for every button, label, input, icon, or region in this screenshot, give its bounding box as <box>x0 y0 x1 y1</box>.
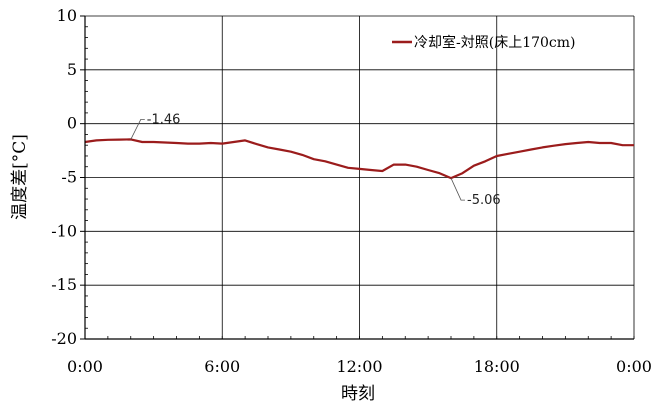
annotation-leader <box>450 177 465 201</box>
y-axis-title: 温度差[°C] <box>10 134 30 220</box>
x-tick-label: 18:00 <box>474 357 520 376</box>
x-tick-label: 6:00 <box>204 357 240 376</box>
tick-labels: 10 5 0 -5 -10 -15 -20 0:00 6:00 12:00 18:00 0:00 <box>51 6 652 376</box>
legend-label: 冷却室-対照(床上170cm) <box>414 34 576 51</box>
y-tick-label: 5 <box>67 60 77 79</box>
y-tick-label: 0 <box>67 114 77 133</box>
axes <box>80 15 635 340</box>
y-tick-label: -20 <box>51 329 77 348</box>
x-tick-label: 0:00 <box>616 357 652 376</box>
x-tick-label: 12:00 <box>336 357 382 376</box>
y-tick-label: 10 <box>57 6 77 25</box>
legend: 冷却室-対照(床上170cm) <box>392 34 576 51</box>
y-tick-label: -15 <box>51 275 77 294</box>
annotations: -1.46 -5.06 <box>130 112 501 208</box>
annotation-leader <box>130 119 145 140</box>
y-tick-label: -10 <box>51 221 77 240</box>
series-line <box>84 138 634 180</box>
annotation-label: -1.46 <box>147 112 181 127</box>
x-axis-title: 時刻 <box>341 384 375 404</box>
series-layer <box>84 138 634 180</box>
annotation-label: -5.06 <box>467 193 501 208</box>
grid-lines <box>84 15 635 340</box>
x-tick-label: 0:00 <box>67 357 103 376</box>
y-tick-label: -5 <box>61 168 77 187</box>
